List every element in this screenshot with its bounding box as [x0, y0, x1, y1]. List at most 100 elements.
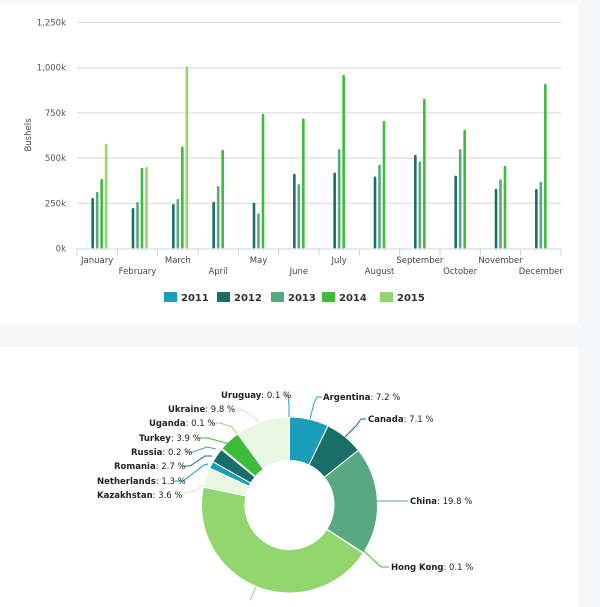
slice-china[interactable] [323, 449, 378, 554]
x-tick-label: October [443, 267, 478, 277]
bar-2015-january[interactable] [104, 143, 108, 249]
bar-2013-june[interactable] [297, 184, 301, 249]
x-tick-label: April [208, 267, 227, 277]
data-label-name: Kazakhstan [97, 491, 153, 501]
legend-swatch [380, 292, 393, 302]
bar-2013-march[interactable] [176, 198, 180, 249]
data-label-name: Netherlands [97, 477, 156, 487]
legend-item-2014[interactable]: 2014 [322, 292, 367, 304]
data-label-name: Romania [114, 462, 156, 472]
bar-2013-august[interactable] [378, 164, 381, 249]
leader-line [249, 586, 257, 601]
legend-swatch [164, 292, 177, 302]
data-label-name: Argentina [323, 393, 371, 403]
legend-item-2011[interactable]: 2011 [164, 292, 209, 304]
bar-2014-october[interactable] [463, 129, 466, 249]
legend-item-2012[interactable]: 2012 [217, 292, 262, 304]
data-label-name: Canada [368, 415, 404, 425]
leader-line [197, 437, 231, 445]
bar-2014-february[interactable] [140, 167, 144, 249]
data-label-china: China: 19.8 % [410, 497, 472, 507]
data-label-canada: Canada: 7.1 % [368, 415, 433, 425]
bar-chart-panel [0, 4, 579, 324]
legend-label: 2013 [288, 293, 316, 304]
bar-2015-february[interactable] [145, 166, 148, 249]
x-tick-label: May [250, 256, 268, 266]
bar-2013-february[interactable] [136, 201, 139, 249]
leader-line [182, 455, 212, 467]
leader-line [211, 422, 238, 435]
bar-2013-december[interactable] [539, 181, 543, 249]
bar-2012-march[interactable] [172, 204, 175, 249]
x-tick-label: July [331, 256, 347, 266]
slice-uruguay[interactable] [288, 416, 290, 462]
data-label-value: : 0.2 % [162, 448, 192, 458]
legend-item-2013[interactable]: 2013 [271, 292, 316, 304]
bar-2014-may[interactable] [261, 113, 265, 249]
legend-label: 2015 [397, 293, 425, 304]
data-label-value: : 3.9 % [171, 434, 201, 444]
bar-2012-november[interactable] [494, 188, 498, 249]
bar-2014-september[interactable] [423, 98, 426, 249]
bar-2014-june[interactable] [302, 118, 305, 249]
bar-2013-april[interactable] [216, 185, 220, 249]
bar-2012-april[interactable] [212, 201, 215, 249]
grid-lines [77, 22, 561, 204]
bar-2013-november[interactable] [499, 179, 502, 249]
y-tick-label: 250k [45, 199, 66, 209]
legend-swatch [271, 292, 284, 302]
bar-2012-august[interactable] [373, 176, 377, 249]
data-label-value: : 0.1 % [261, 391, 291, 401]
x-tick-label: December [519, 267, 564, 277]
bar-2014-november[interactable] [503, 165, 507, 249]
legend-item-2015[interactable]: 2015 [380, 292, 425, 304]
data-label-name: Russia [131, 448, 163, 458]
y-axis-ticks: 0k 250k 500k 750k 1,000k 1,250k [37, 19, 66, 255]
bar-2012-june[interactable] [293, 173, 296, 249]
y-tick-label: 0k [56, 245, 66, 255]
data-label-kazakhstan: Kazakhstan: 3.6 % [97, 491, 183, 501]
bar-2013-july[interactable] [337, 149, 341, 249]
y-tick-label: 500k [45, 154, 66, 164]
bars [91, 66, 547, 249]
data-label-uganda: Uganda: 0.1 % [149, 419, 215, 429]
slice-unlabeled[interactable] [201, 486, 364, 594]
bar-2014-april[interactable] [221, 149, 224, 249]
y-tick-label: 1,250k [37, 19, 66, 29]
bar-2014-march[interactable] [181, 146, 184, 249]
bar-2013-september[interactable] [418, 161, 422, 249]
bar-2012-september[interactable] [414, 154, 417, 249]
legend-label: 2011 [181, 293, 209, 304]
data-label-russia: Russia: 0.2 % [131, 448, 192, 458]
bar-2012-january[interactable] [91, 197, 94, 249]
bar-2014-january[interactable] [100, 178, 103, 249]
legend[interactable]: 2011 2012 2013 2014 2015 [164, 292, 425, 304]
y-tick-label: 750k [45, 109, 66, 119]
data-label-name: Hong Kong [391, 563, 443, 573]
bar-2013-january[interactable] [95, 191, 99, 249]
leader-line [185, 446, 217, 453]
y-tick-label: 1,000k [37, 64, 66, 74]
data-label-value: : 0.1 % [186, 419, 216, 429]
bar-2013-may[interactable] [257, 213, 260, 249]
leader-line [361, 548, 389, 568]
x-axis: January February March April May June July Augu… [76, 248, 564, 277]
data-label-value: : 1.3 % [156, 477, 186, 487]
bar-2012-july[interactable] [333, 172, 336, 249]
bar-2014-august[interactable] [382, 120, 386, 249]
bar-2015-march[interactable] [185, 66, 189, 249]
leader-line [309, 396, 322, 420]
bar-2014-july[interactable] [342, 74, 345, 249]
bar-2013-october[interactable] [458, 149, 462, 249]
leader-line [175, 483, 205, 496]
bar-2012-may[interactable] [252, 202, 256, 249]
bar-2014-december[interactable] [544, 83, 547, 249]
bar-2012-december[interactable] [535, 188, 538, 249]
bar-2012-february[interactable] [131, 208, 135, 249]
leader-line [231, 408, 260, 423]
data-label-ukraine: Ukraine: 9.8 % [168, 405, 235, 415]
bar-2012-october[interactable] [454, 175, 457, 249]
leader-line [282, 394, 290, 417]
